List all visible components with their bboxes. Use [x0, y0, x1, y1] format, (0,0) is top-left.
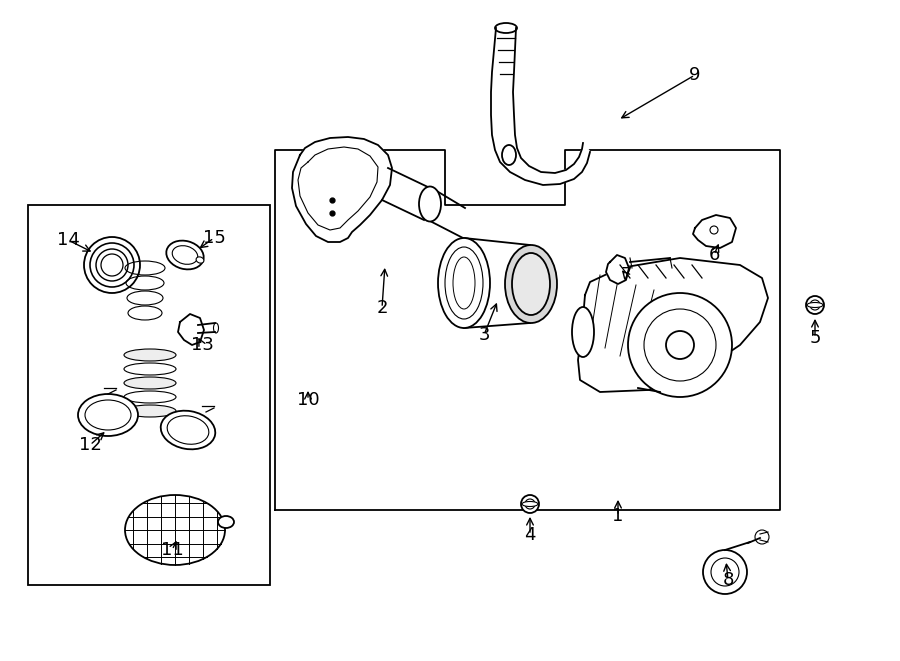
- Ellipse shape: [512, 253, 550, 315]
- Text: 7: 7: [620, 266, 632, 284]
- Text: 9: 9: [689, 66, 701, 84]
- Text: 5: 5: [809, 329, 821, 347]
- Ellipse shape: [502, 145, 516, 165]
- Polygon shape: [578, 258, 768, 392]
- Ellipse shape: [807, 303, 823, 307]
- Polygon shape: [491, 28, 590, 185]
- Polygon shape: [693, 215, 736, 248]
- Text: 13: 13: [191, 336, 213, 354]
- Text: 14: 14: [57, 231, 79, 249]
- Polygon shape: [178, 314, 204, 345]
- Circle shape: [806, 296, 824, 314]
- Ellipse shape: [161, 410, 215, 449]
- Ellipse shape: [166, 241, 203, 270]
- Text: 8: 8: [723, 571, 734, 589]
- Circle shape: [628, 293, 732, 397]
- Polygon shape: [292, 137, 392, 242]
- Ellipse shape: [419, 186, 441, 221]
- Text: 6: 6: [708, 246, 720, 264]
- Bar: [28, 205, 270, 585]
- Ellipse shape: [125, 495, 225, 565]
- Text: 11: 11: [160, 541, 184, 559]
- Text: 1: 1: [612, 507, 624, 525]
- Text: 15: 15: [202, 229, 225, 247]
- Ellipse shape: [124, 405, 176, 417]
- Text: 12: 12: [78, 436, 102, 454]
- Polygon shape: [606, 255, 629, 284]
- Ellipse shape: [505, 245, 557, 323]
- Circle shape: [521, 495, 539, 513]
- Text: 3: 3: [478, 326, 490, 344]
- Ellipse shape: [218, 516, 234, 528]
- Text: 2: 2: [376, 299, 388, 317]
- Circle shape: [666, 331, 694, 359]
- Text: 4: 4: [524, 526, 536, 544]
- Ellipse shape: [572, 307, 594, 357]
- Ellipse shape: [196, 257, 204, 263]
- Ellipse shape: [438, 238, 490, 328]
- Text: 10: 10: [297, 391, 320, 409]
- Circle shape: [703, 550, 747, 594]
- Ellipse shape: [522, 502, 538, 506]
- Ellipse shape: [124, 349, 176, 361]
- Ellipse shape: [78, 394, 138, 436]
- Ellipse shape: [124, 377, 176, 389]
